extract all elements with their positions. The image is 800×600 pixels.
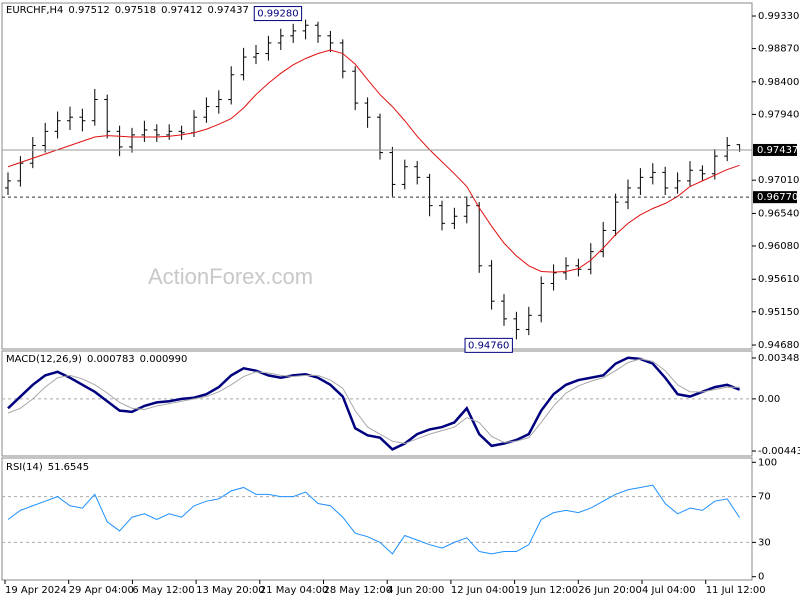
indicator-line [7, 356, 741, 451]
x-tick-label: 28 May 12:00 [324, 585, 393, 596]
annotation-box [253, 6, 303, 22]
header-text: 0.000783 [87, 354, 135, 365]
header-text: 0.97518 [115, 5, 156, 16]
x-tick-label: 4 Jun 20:00 [387, 585, 444, 596]
y-tick-label: 0.003481 [758, 353, 800, 364]
x-tick-label: 4 Jul 04:00 [642, 585, 696, 596]
x-tick-label: 26 Jun 20:00 [578, 585, 642, 596]
x-tick-label: 19 Jun 12:00 [515, 585, 579, 596]
x-tick-label: 6 May 12:00 [132, 585, 194, 596]
annotation-box [464, 337, 513, 353]
watermark: ActionForex.com [148, 264, 313, 289]
y-tick-label: 70 [758, 492, 771, 503]
level-label: 0.96770 [757, 192, 798, 203]
price-label-box [753, 143, 797, 156]
moving-average [7, 49, 740, 273]
macd-panel [1, 350, 753, 457]
rsi-panel [1, 457, 753, 581]
x-tick-label: 13 May 20:00 [196, 585, 265, 596]
y-tick-label: 0.95610 [758, 274, 799, 285]
y-tick-label: 0.00 [758, 394, 780, 405]
header-text: 0.000990 [140, 354, 188, 365]
y-tick-label: 30 [758, 537, 771, 548]
x-tick-label: 12 Jun 04:00 [451, 585, 515, 596]
y-tick-label: 0.98870 [758, 44, 799, 55]
header-text: EURCHF,H4 [6, 5, 63, 16]
price-panel [1, 2, 753, 350]
y-tick-label: 100 [758, 457, 777, 468]
header-text: MACD(12,26,9) [6, 354, 82, 365]
price-label: 0.97437 [757, 145, 798, 156]
x-tick-label: 11 Jul 12:00 [706, 585, 766, 596]
y-tick-label: 0.96080 [758, 241, 799, 252]
level-label-box [753, 191, 797, 204]
header-text: 0.97437 [207, 5, 248, 16]
y-tick-label: 0.97940 [758, 109, 799, 120]
y-tick-label: 0.99330 [758, 11, 799, 22]
y-tick-label: 0.97010 [758, 175, 799, 186]
x-tick-label: 19 Apr 2024 [5, 585, 67, 596]
y-tick-label: 0.94680 [758, 340, 799, 351]
x-tick-label: 29 Apr 04:00 [69, 585, 134, 596]
y-tick-label: -0.004436 [758, 446, 800, 457]
indicator-line [7, 484, 741, 555]
header-text: 0.97512 [68, 5, 109, 16]
indicator-line [7, 358, 740, 445]
y-tick-label: 0.98400 [758, 77, 799, 88]
annotation-label: 0.94760 [468, 340, 509, 351]
header-text: RSI(14) [6, 462, 43, 473]
header-text: 0.97412 [161, 5, 202, 16]
annotation-label: 0.99280 [257, 9, 298, 20]
header-text: 51.6545 [48, 462, 89, 473]
y-tick-label: 0.96540 [758, 208, 799, 219]
y-tick-label: 0 [758, 572, 764, 583]
x-tick-label: 21 May 04:00 [260, 585, 329, 596]
y-tick-label: 0.95150 [758, 307, 799, 318]
